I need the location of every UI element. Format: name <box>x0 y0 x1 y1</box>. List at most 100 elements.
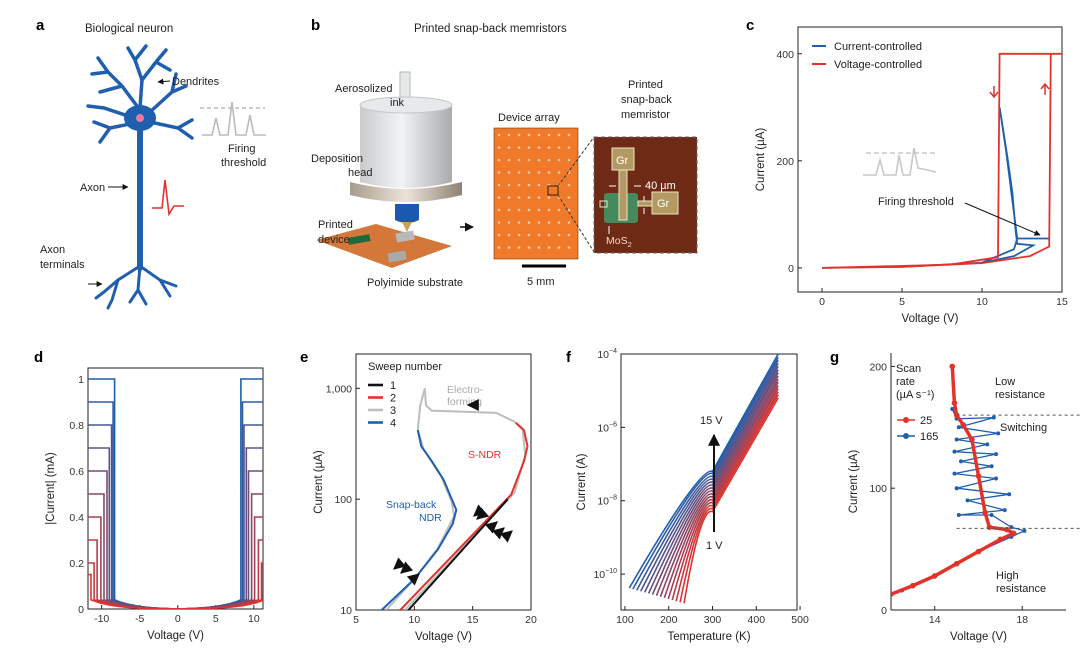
scale-bar-label: 5 mm <box>527 276 555 288</box>
device-dot <box>517 208 521 212</box>
data-point <box>956 425 961 430</box>
x-tick-label: 100 <box>616 614 634 626</box>
curve-1v <box>683 397 779 604</box>
memristor-micrograph: Gr Gr 40 µm MoS2 <box>593 136 698 254</box>
device-dot <box>547 208 551 212</box>
device-dot <box>547 146 551 149</box>
device-dot <box>557 246 561 249</box>
deposition-head-label-1: Deposition <box>311 153 363 165</box>
polyimide-substrate-label: Polyimide substrate <box>367 277 463 289</box>
device-dot <box>497 233 501 237</box>
data-point <box>910 582 916 589</box>
direction-arrow-icon <box>476 507 490 520</box>
data-point <box>954 437 959 442</box>
data-point <box>951 400 958 406</box>
data-point <box>969 436 975 443</box>
inset-title-2: snap-back <box>621 94 672 106</box>
device-dot <box>537 146 541 149</box>
device-dot <box>567 196 571 199</box>
device-dot <box>507 246 511 249</box>
15v-label: 15 V <box>700 415 723 427</box>
curve-9v <box>651 372 779 595</box>
panel-letter-f: f <box>566 349 572 366</box>
x-tick-label: 18 <box>1016 614 1028 626</box>
device-dot <box>547 196 551 199</box>
printer-illustration <box>316 71 462 268</box>
curve-7v <box>659 378 779 598</box>
device-dot <box>567 158 571 162</box>
snap-back-label-2: NDR <box>419 512 442 524</box>
device-dot <box>527 171 531 174</box>
data-point <box>1002 508 1007 513</box>
device-dot <box>527 133 531 137</box>
y-axis-label: Current (µA) <box>755 128 767 192</box>
chart-g: 14 18 0 100 200 Voltage (V) Current (µA) 25 165 <box>848 353 1080 643</box>
plot-area <box>891 363 1027 597</box>
panel-a-title: Biological neuron <box>85 23 173 35</box>
direction-arrow-icon <box>491 527 505 540</box>
curve-3v <box>675 391 779 602</box>
device-dot <box>517 133 521 137</box>
low-resistance-label-2: resistance <box>995 389 1045 401</box>
data-point <box>997 536 1004 543</box>
sweep-1-line <box>407 498 509 610</box>
x-tick-label: 5 <box>899 296 905 308</box>
x-tick-label: 5 <box>353 614 359 626</box>
high-resistance-label-1: High <box>996 570 1019 582</box>
curve-11v <box>643 366 779 593</box>
x-tick-label: 10 <box>408 614 420 626</box>
data-point <box>982 509 988 516</box>
legend-label: 25 <box>920 415 932 427</box>
panel-letter-c: c <box>746 17 754 34</box>
device-dot <box>537 158 541 162</box>
high-resistance-label-2: resistance <box>996 583 1046 595</box>
down-arrow-icon <box>989 86 999 99</box>
aerosolized-ink-label-1: Aerosolized <box>335 83 392 95</box>
plot-area <box>628 354 779 604</box>
device-dot <box>527 233 531 237</box>
device-dot <box>517 146 521 149</box>
x-tick-label: 15 <box>1056 296 1068 308</box>
x-tick-label: 0 <box>175 613 181 625</box>
y-axis-label: |Current| (mA) <box>45 452 57 525</box>
axon-label: Axon <box>80 182 105 194</box>
direction-arrow-icon <box>484 521 498 534</box>
data-point <box>989 464 994 469</box>
action-potential-icon <box>152 179 184 217</box>
device-array-image <box>493 127 579 260</box>
y-tick-label: 100 <box>869 483 887 495</box>
legend-title-3: (µA s⁻¹) <box>896 389 934 401</box>
inset-title-3: memristor <box>621 109 670 121</box>
x-tick-label: 5 <box>213 613 219 625</box>
x-tick-label: 200 <box>660 614 678 626</box>
1v-label: 1 V <box>706 540 723 552</box>
y-tick-label: 10−6 <box>597 421 617 434</box>
device-dot <box>547 158 551 162</box>
device-dot <box>527 208 531 212</box>
data-point <box>953 560 960 567</box>
x-axis-label: Temperature (K) <box>667 631 750 643</box>
curve-6v <box>663 381 779 599</box>
data-point <box>949 363 956 370</box>
curve-10v <box>647 369 779 594</box>
device-dot <box>547 171 551 174</box>
x-tick-label: 0 <box>819 296 825 308</box>
data-point <box>1010 530 1017 537</box>
y-tick-label: 400 <box>776 49 794 61</box>
device-dot <box>517 171 521 174</box>
y-tick-label: 0.6 <box>69 466 84 478</box>
device-dot <box>497 221 501 224</box>
data-point <box>954 486 959 491</box>
direction-arrow-icon <box>499 530 513 543</box>
electroforming-label-2: forming <box>447 396 482 408</box>
device-dot <box>557 233 561 237</box>
device-dot <box>527 158 531 162</box>
series-25-line <box>891 366 1018 596</box>
device-dot <box>547 246 551 249</box>
electroforming-label-1: Electro- <box>447 384 484 396</box>
x-axis-label: Voltage (V) <box>415 631 472 643</box>
data-point <box>1022 528 1027 533</box>
device-dot <box>557 171 561 174</box>
y-tick-label: 0.2 <box>69 558 84 570</box>
